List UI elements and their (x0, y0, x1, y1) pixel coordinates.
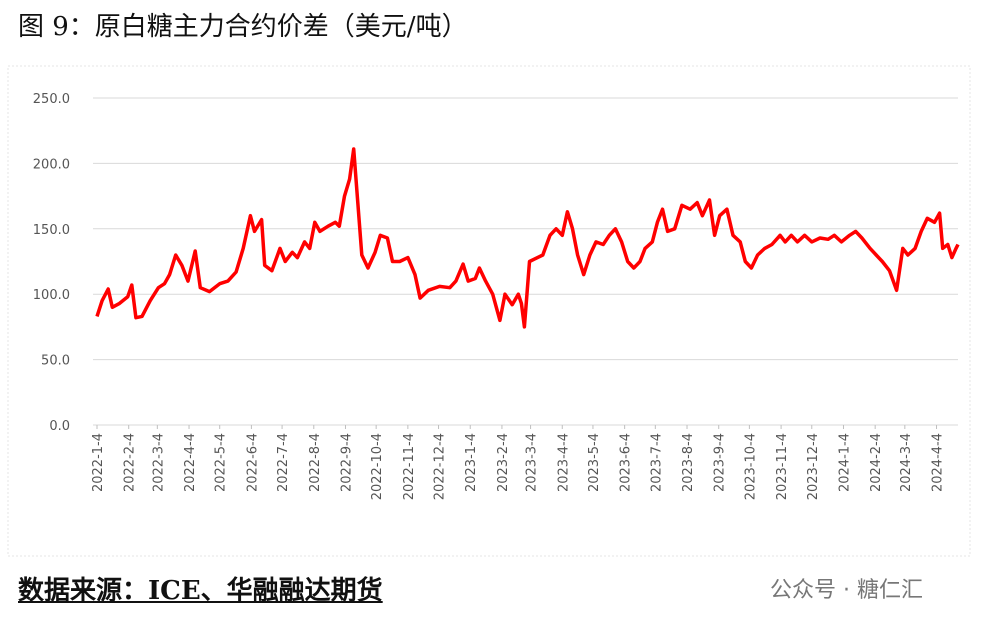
x-tick-label: 2023-5-4 (587, 433, 602, 492)
x-tick-label: 2022-1-4 (91, 433, 106, 492)
x-tick-label: 2022-7-4 (276, 433, 291, 492)
x-tick-label: 2023-3-4 (525, 433, 540, 492)
x-tick-label: 2023-1-4 (464, 433, 479, 492)
x-tick-label: 2022-12-4 (433, 433, 448, 500)
x-tick-label: 2024-2-4 (869, 433, 884, 492)
source-note: 数据来源：ICE、华融融达期货 (18, 576, 383, 606)
x-tick-label: 2022-10-4 (370, 433, 385, 500)
y-tick-label: 200.0 (33, 157, 70, 172)
x-tick-label: 2022-5-4 (214, 433, 229, 492)
x-tick-label: 2022-6-4 (245, 433, 260, 492)
x-tick-label: 2022-11-4 (402, 433, 417, 500)
x-tick-label: 2022-9-4 (339, 433, 354, 492)
x-tick-label: 2024-3-4 (899, 433, 914, 492)
x-tick-label: 2023-12-4 (806, 433, 821, 500)
x-tick-label: 2023-7-4 (649, 433, 664, 492)
y-tick-label: 0.0 (49, 419, 70, 434)
y-tick-label: 100.0 (33, 288, 70, 303)
data-line (95, 147, 960, 329)
x-tick-label: 2022-3-4 (151, 433, 166, 492)
y-tick-label: 50.0 (41, 354, 70, 369)
y-tick-label: 250.0 (33, 92, 70, 107)
x-tick-label: 2023-8-4 (681, 433, 696, 492)
x-tick-label: 2023-2-4 (496, 433, 511, 492)
chart-frame (7, 65, 971, 557)
x-tick-label: 2023-4-4 (556, 433, 571, 492)
x-tick-label: 2023-6-4 (619, 433, 634, 492)
y-tick-label: 150.0 (33, 223, 70, 238)
x-tick-label: 2022-4-4 (183, 433, 198, 492)
x-tick-label: 2024-4-4 (931, 433, 946, 492)
x-tick-label: 2023-10-4 (743, 433, 758, 500)
x-tick-label: 2022-8-4 (308, 433, 323, 492)
x-tick-label: 2023-11-4 (775, 433, 790, 500)
x-tick-label: 2024-1-4 (837, 433, 852, 492)
watermark: 公众号 · 糖仁汇 (770, 578, 923, 603)
x-tick-label: 2023-9-4 (713, 433, 728, 492)
chart-title: 图 9：原白糖主力合约价差（美元/吨） (18, 12, 468, 42)
x-tick-label: 2022-2-4 (123, 433, 138, 492)
